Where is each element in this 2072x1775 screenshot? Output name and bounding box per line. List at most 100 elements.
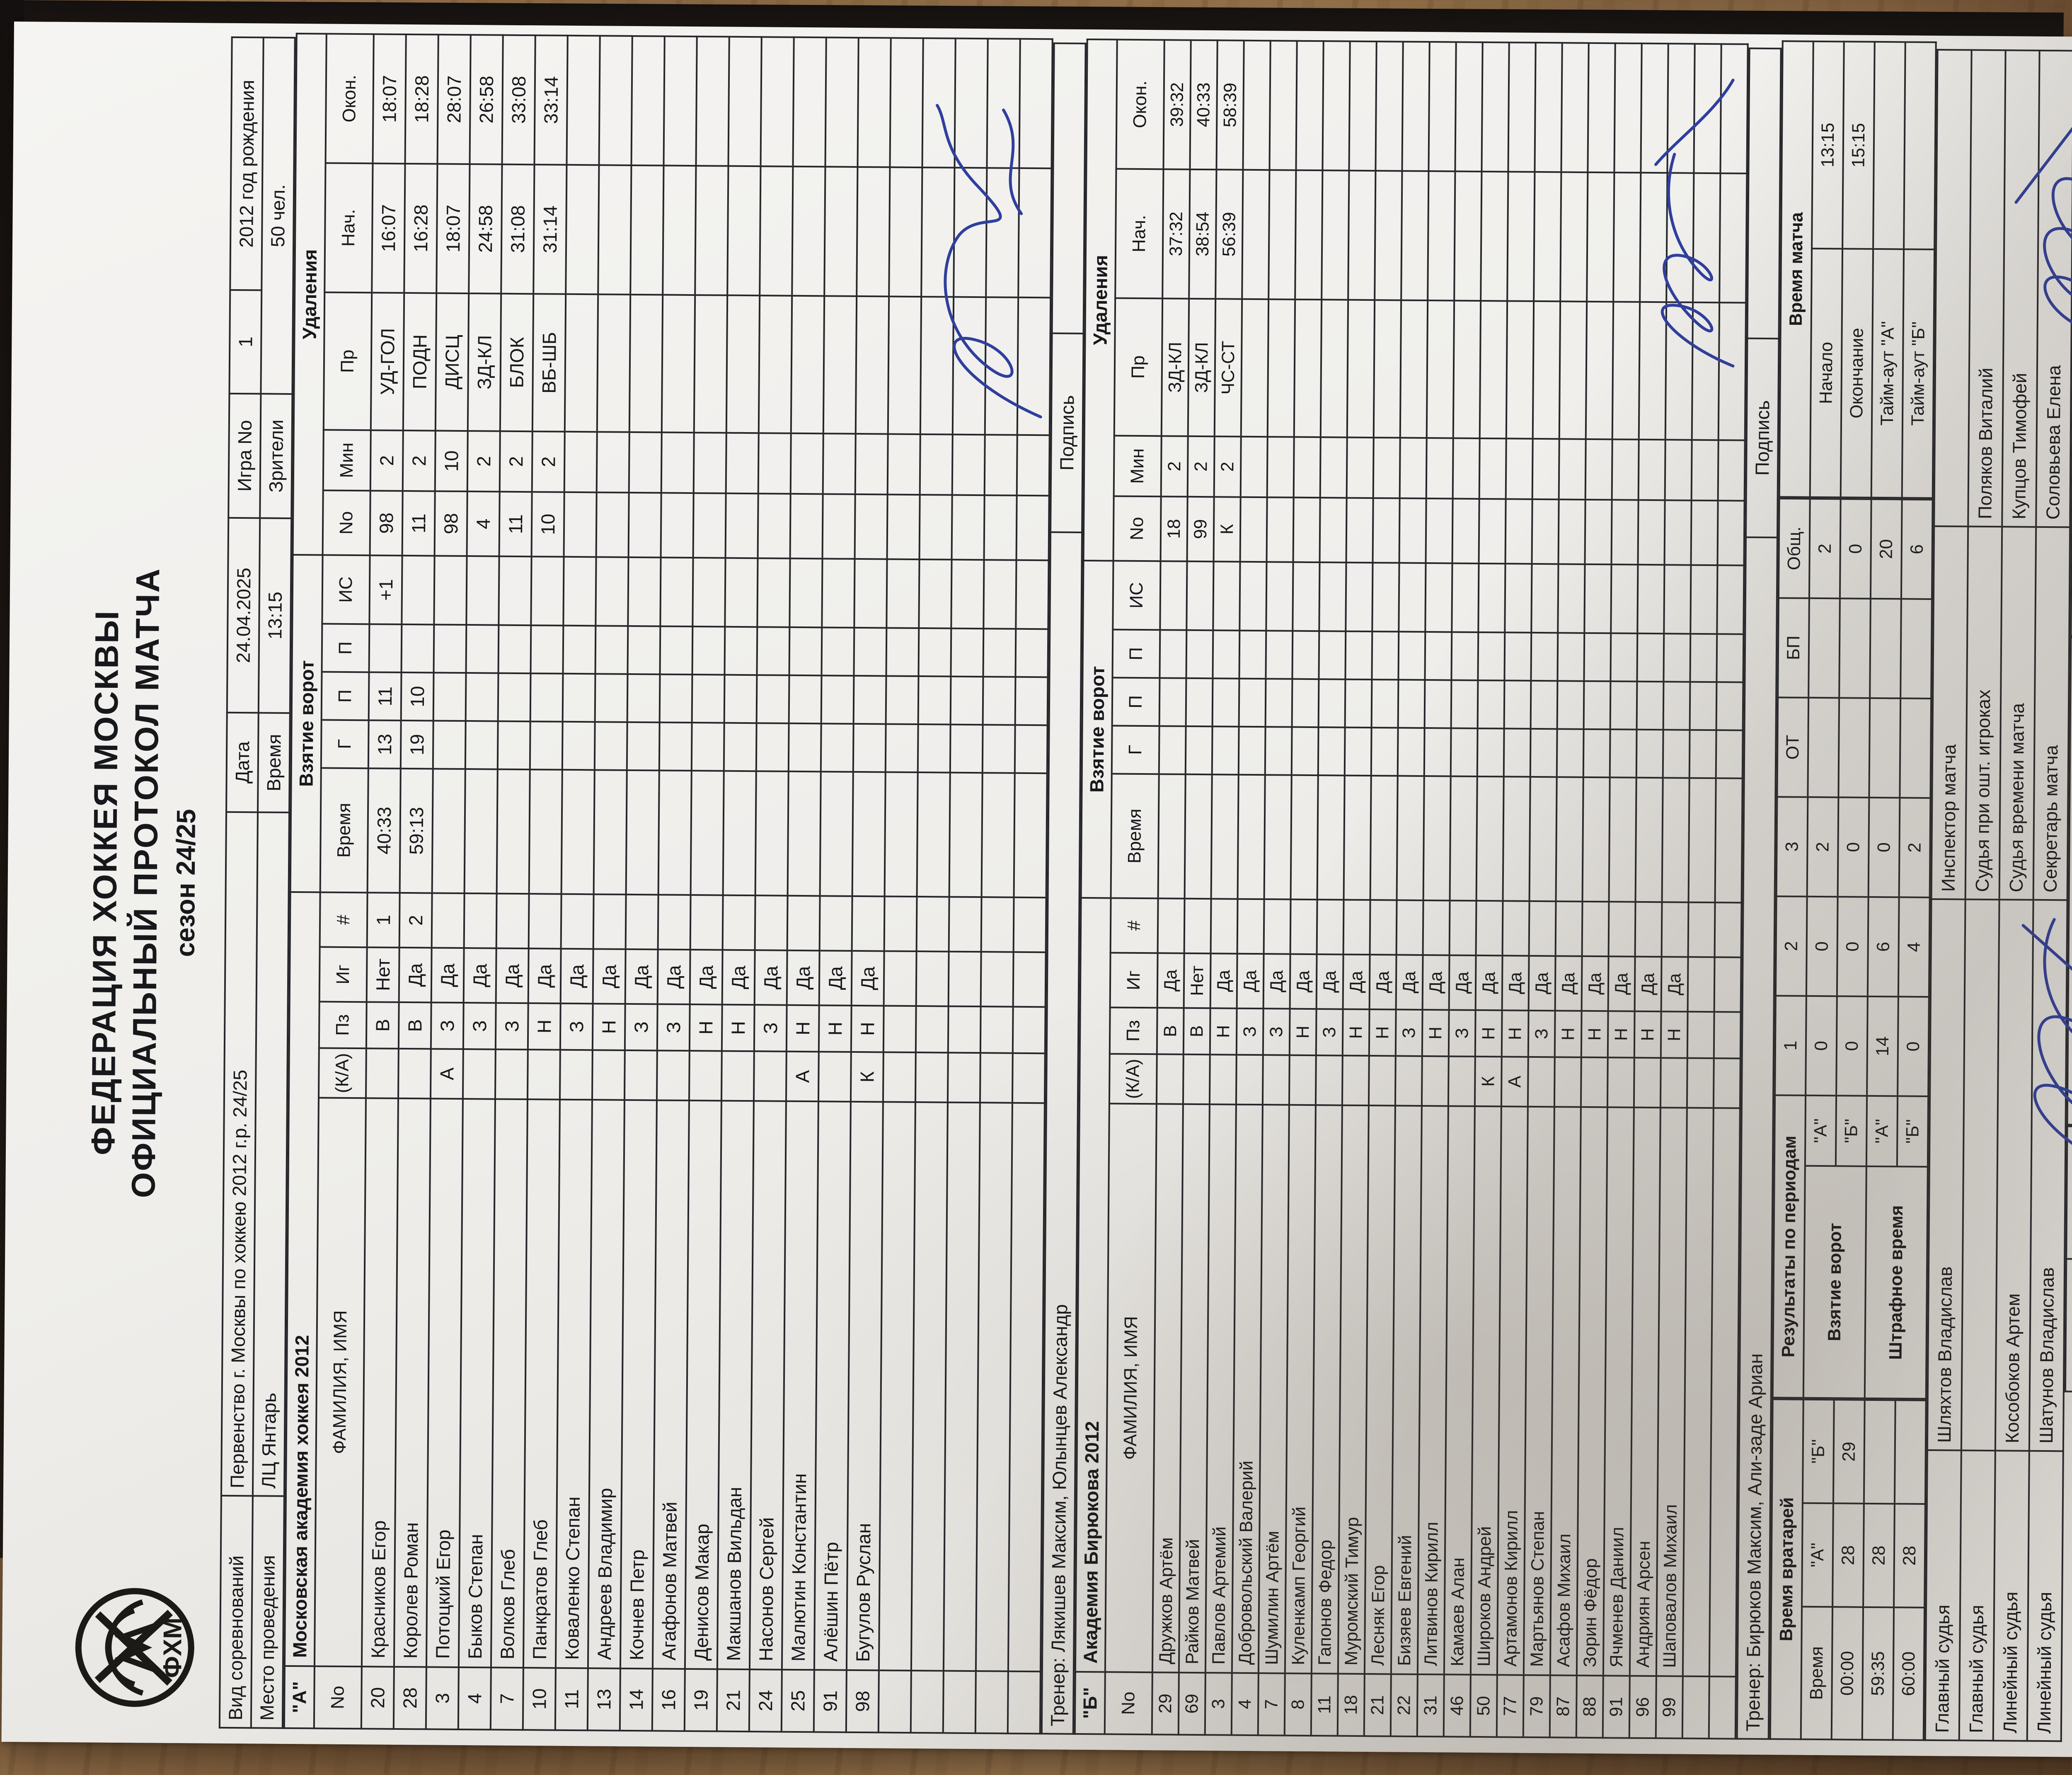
player-cell-11: 10 [531, 492, 564, 557]
player-cell-11 [1532, 499, 1559, 564]
player-cell-3: З [431, 1002, 464, 1050]
goalie-header-row: Время "А" "Б" [1801, 1399, 1834, 1740]
player-cell-5 [1317, 900, 1344, 955]
player-cell-4: Да [496, 948, 529, 1004]
player-name-cell: Муромский Тимур [1338, 1105, 1369, 1674]
official-role: Линейный судья [2027, 1451, 2063, 1741]
player-cell-12 [1612, 439, 1639, 500]
player-cell-5 [1529, 901, 1556, 956]
player-cell-6 [1290, 775, 1318, 900]
player-cell-13: ЗД-КЛ [467, 293, 501, 431]
player-cell-4: Да [1343, 954, 1370, 1010]
player-cell-10 [822, 559, 855, 628]
player-cell-2 [818, 1052, 851, 1102]
player-cell-10 [660, 557, 693, 627]
player-cell-0: 13 [587, 1668, 620, 1731]
player-cell-13: ЧС-СТ [1214, 299, 1242, 437]
player-cell-2 [1342, 1055, 1369, 1106]
player-cell-8 [756, 675, 789, 723]
player-cell-9 [821, 627, 854, 676]
player-cell-11 [596, 492, 629, 557]
summary-section: Время вратарей Время "А" "Б" 00:00 28 29 59:35 2… [1769, 41, 1937, 1741]
empty-cell [1692, 302, 1720, 440]
period-group-label: Взятие ворот [1803, 1166, 1866, 1398]
player-cell-11 [1479, 498, 1506, 564]
player-cell-13 [1400, 300, 1428, 438]
empty-cell [948, 1006, 981, 1053]
player-cell-4: Да [1422, 955, 1450, 1010]
player-cell-4: Нет [366, 947, 399, 1002]
player-cell-4: Да [1290, 954, 1317, 1009]
player-cell-7 [530, 721, 563, 770]
player-cell-5 [722, 895, 755, 950]
player-cell-11 [1426, 498, 1453, 563]
empty-cell [883, 1052, 916, 1103]
player-cell-5 [496, 893, 529, 949]
player-cell-6 [820, 771, 853, 896]
player-cell-6 [432, 769, 465, 894]
empty-cell [1688, 778, 1716, 903]
empty-cell [1717, 501, 1745, 566]
player-cell-5 [1290, 899, 1317, 955]
player-cell-12 [823, 433, 856, 494]
player-cell-12: 10 [435, 430, 468, 492]
player-cell-15 [760, 37, 794, 167]
player-cell-4: Да [1396, 955, 1423, 1010]
empty-cell [948, 951, 981, 1007]
column-header-15: Окон. [1116, 39, 1164, 169]
player-cell-8 [1451, 680, 1478, 728]
player-cell-10 [1478, 563, 1506, 633]
protocol-form: ФХМ ФЕДЕРАЦИЯ ХОККЕЯ МОСКВЫ ОФИЦИАЛЬНЫЙ … [61, 33, 2072, 1744]
player-cell-8 [1424, 680, 1452, 728]
player-cell-4: Да [787, 950, 820, 1006]
player-cell-12 [596, 432, 629, 493]
player-cell-8: 11 [368, 672, 402, 721]
player-cell-5 [658, 895, 691, 950]
player-cell-2 [1581, 1057, 1608, 1108]
spectators-value: 50 чел. [261, 37, 295, 394]
empty-cell [884, 896, 917, 952]
player-cell-0: 25 [781, 1669, 814, 1732]
player-cell-3: Н [1581, 1011, 1608, 1058]
match-time-row: Начало 13:15 [1810, 41, 1844, 498]
player-cell-2 [1421, 1056, 1449, 1106]
player-name-cell: Шаповалов Михаил [1656, 1108, 1687, 1676]
period-value-4 [1839, 598, 1871, 698]
empty-cell [951, 559, 984, 629]
player-cell-6 [658, 770, 692, 895]
player-name-cell: Бугулов Руслан [846, 1101, 883, 1671]
player-cell-9 [1425, 631, 1452, 680]
match-time-row: Окончание 15:15 [1840, 41, 1875, 498]
player-cell-5 [1661, 902, 1689, 957]
player-cell-9 [433, 624, 467, 673]
player-cell-10 [563, 556, 596, 626]
match-time-block: Время матча Начало 13:15 Окончание 15:15 Тайм… [1779, 40, 1937, 499]
player-cell-11: 11 [402, 491, 435, 556]
player-cell-3: Н [1369, 1009, 1396, 1056]
player-cell-3: В [398, 1002, 431, 1049]
empty-cell [1718, 440, 1745, 501]
period-col-2: 3 [1776, 797, 1808, 897]
empty-cell [1688, 902, 1715, 958]
player-cell-6 [1476, 776, 1504, 901]
player-cell-6 [1582, 777, 1610, 902]
player-cell-4: Да [1608, 956, 1635, 1011]
player-cell-9 [466, 625, 499, 673]
player-cell-2 [1262, 1055, 1290, 1105]
player-cell-9 [1610, 633, 1638, 682]
player-cell-3: З [463, 1003, 496, 1050]
coach-signature-area [1747, 48, 1781, 339]
coach-signature-label: Подпись [1745, 338, 1779, 538]
player-cell-11 [1399, 498, 1426, 563]
player-cell-13 [1665, 302, 1693, 440]
player-cell-11: 98 [370, 491, 403, 556]
player-cell-4: Да [1528, 955, 1556, 1011]
player-cell-10 [725, 558, 758, 627]
date-value: 24.04.2025 [227, 518, 260, 713]
player-cell-3: Н [1289, 1008, 1317, 1056]
player-cell-2 [1634, 1057, 1661, 1108]
player-cell-12: 2 [370, 430, 403, 491]
player-cell-0: 50 [1470, 1674, 1497, 1737]
empty-cell [1720, 44, 1748, 174]
player-cell-0: 88 [1576, 1675, 1603, 1738]
